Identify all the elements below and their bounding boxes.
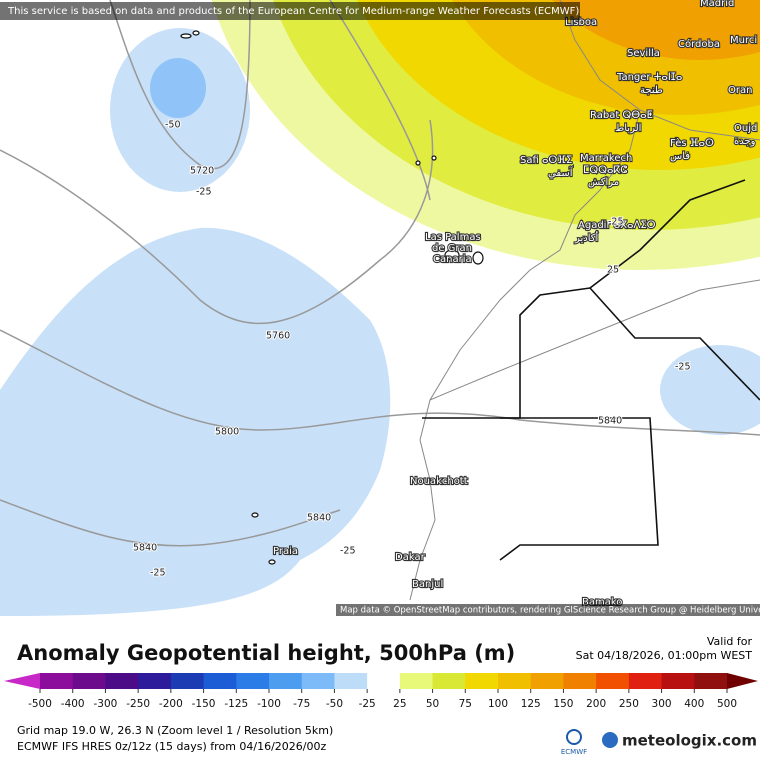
place: Nouakchott [410,476,468,487]
contour-label: -25 [196,187,212,198]
place: Fès ⴼⴰⵙ [670,137,714,149]
color-swatch [4,673,40,689]
place: Rabat ⵕⴱⴰⵟ [590,110,653,121]
contour-label: -25 [150,568,166,579]
place: Marrakech [580,153,632,164]
color-swatch [203,673,237,689]
tick-label: -250 [126,698,150,710]
tick-label: -400 [61,698,85,710]
color-swatch [727,673,758,689]
tick-label: -500 [28,698,52,710]
color-swatch [138,673,172,689]
color-swatch [334,673,368,689]
place: Canaria [433,254,472,265]
tick-label: -300 [94,698,118,710]
contour-label: -25 [340,546,356,557]
contour-label: 5840 [133,543,157,554]
color-swatch [269,673,303,689]
color-swatch [628,673,663,689]
tick-label: -25 [359,698,376,710]
legend-title: Anomaly Geopotential height, 500hPa (m) [17,641,515,665]
place: الرباط [615,123,641,134]
place: أكادير [574,231,599,244]
color-swatch [170,673,205,689]
contour-label: 5840 [307,513,331,524]
place: آسفي [548,166,574,179]
banner: This service is based on data and produc… [7,6,579,17]
tick-label: 300 [652,698,672,710]
place: Agadir ⴰⴳⴰⴷⵉⵔ [578,220,656,231]
place: ⵎⵕⵕⴰⴽⵛ [583,165,627,176]
contour-label: -25 [608,217,624,228]
contour-label: 5720 [190,166,214,177]
tick-label: 100 [488,698,508,710]
contour-label: 25 [607,265,619,276]
contour-label: 5840 [598,416,622,427]
place: Córdoba [678,38,720,50]
footer-line: Grid map 19.0 W, 26.3 N (Zoom level 1 / … [17,724,333,737]
tick-label: -200 [159,698,183,710]
color-swatch [661,673,695,689]
ecmwf-logo: ECMWF [561,748,587,756]
place: مراكش [588,177,619,188]
place: Sevilla [627,48,660,59]
color-swatch [367,673,401,689]
valid-time: Sat 04/18/2026, 01:00pm WEST [576,649,753,662]
color-swatch [399,673,434,689]
map: Madrid Lisboa Sevilla Córdoba Murci Tang… [0,0,760,616]
place: طنجة [640,85,663,96]
tick-label: 250 [619,698,639,710]
color-swatch [596,673,630,689]
contour-label: -25 [675,362,691,373]
tick-label: 400 [684,698,704,710]
place: Las Palmas [425,232,481,243]
color-swatch [40,673,74,689]
tick-label: -125 [224,698,248,710]
color-swatch [465,673,499,689]
color-swatch [236,673,270,689]
color-swatch [72,673,106,689]
valid-label: Valid for [707,635,753,648]
brand: meteologix.com [622,732,757,750]
tick-label: 150 [553,698,573,710]
color-swatch [301,673,335,689]
place-labels: Madrid Lisboa Sevilla Córdoba Murci Tang… [272,0,759,609]
place: Oujd [734,123,757,134]
color-bar: -500 -400 -300 -250 -200 -150 -125 -100 -75 -50 -2… [4,673,758,710]
contour-label: -50 [165,120,181,131]
color-swatch [105,673,139,689]
tick-label: 200 [586,698,606,710]
tick-label: -75 [293,698,310,710]
attribution: Map data © OpenStreetMap contributors, r… [340,606,760,616]
place: Madrid [700,0,734,9]
tick-label: 500 [717,698,737,710]
contour-label: 5800 [215,427,239,438]
place: Banjul [412,579,443,590]
tick-label: 125 [521,698,541,710]
color-swatch [530,673,564,689]
place: Praia [273,546,298,557]
tick-label: 50 [426,698,439,710]
place: Dakar [395,552,426,563]
place: de Gran [432,243,472,254]
color-swatch [694,673,728,689]
place: Safi ⴰⵙⴼⵉ [520,155,572,166]
color-swatch [563,673,597,689]
tick-label: -150 [192,698,216,710]
contour-labels: -50 5720 -25 5760 5800 5840 5840 5840 -2… [132,119,692,580]
tick-label: -100 [257,698,281,710]
tick-label: 75 [459,698,472,710]
footer-line: ECMWF IFS HRES 0z/12z (15 days) from 04/… [17,740,327,753]
contour-label: 5760 [266,331,290,342]
place: Murci [730,35,757,46]
place: فاس [670,151,690,162]
color-swatch [432,673,466,689]
place: وجدة [734,136,756,147]
color-swatch [498,673,532,689]
place: Oran [728,85,752,96]
place: Tanger ⵜⴰⵏⵊⴰ [616,72,682,83]
tick-label: 25 [393,698,406,710]
tick-label: -50 [326,698,343,710]
